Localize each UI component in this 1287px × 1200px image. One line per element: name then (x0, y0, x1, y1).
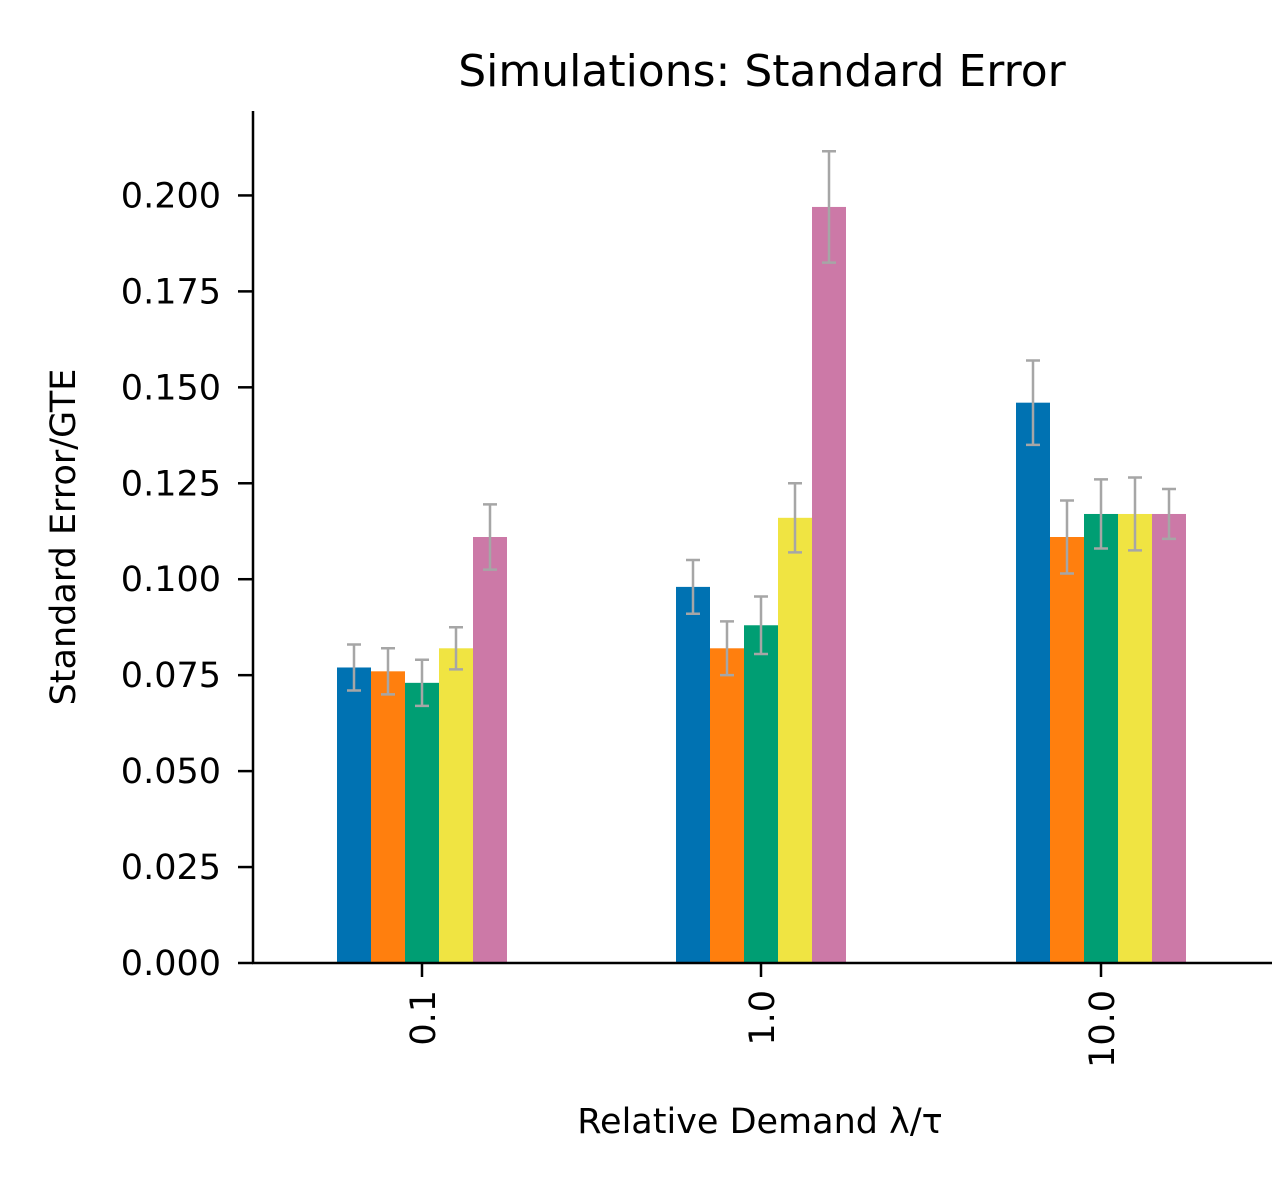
y-tick-label: 0.200 (121, 176, 221, 216)
error-bar-s0-c2 (1026, 359, 1040, 447)
error-bar-s1-c1 (720, 620, 734, 677)
error-bars-group (347, 150, 1176, 708)
bar-s0-c1 (676, 586, 710, 963)
bar-s1-c1 (710, 648, 744, 963)
error-bar-s3-c0 (449, 625, 463, 671)
error-bar-s1-c0 (381, 647, 395, 696)
bar-s4-c2 (1152, 513, 1186, 963)
bar-s3-c2 (1118, 513, 1152, 963)
error-bar-s4-c0 (483, 503, 497, 571)
error-bar-s3-c1 (788, 482, 802, 554)
x-tick-label: 0.1 (404, 990, 444, 1046)
y-tick-label: 0.000 (121, 944, 221, 984)
bar-s1-c0 (371, 671, 405, 963)
bar-s2-c2 (1084, 513, 1118, 963)
y-tick-label: 0.100 (121, 560, 221, 600)
error-bar-s2-c2 (1094, 478, 1108, 550)
x-tick-label: 1.0 (743, 990, 783, 1046)
bar-s3-c0 (439, 648, 473, 963)
y-tick-label: 0.050 (121, 752, 221, 792)
bar-s3-c1 (778, 517, 812, 963)
bar-s4-c0 (473, 537, 507, 963)
error-bar-s2-c1 (754, 595, 768, 656)
bar-s1-c2 (1050, 537, 1084, 963)
error-bar-s4-c1 (822, 150, 836, 264)
bars-group (337, 206, 1186, 964)
error-bar-s0-c1 (686, 558, 700, 616)
y-ticks-group: 0.000 0.025 0.050 0.075 0.100 0.125 0.150 0.175… (121, 176, 253, 984)
bar-s2-c1 (744, 625, 778, 963)
error-bar-s2-c0 (415, 658, 429, 708)
error-bar-s1-c2 (1060, 499, 1074, 575)
y-tick-label: 0.150 (121, 368, 221, 408)
bar-s2-c0 (405, 682, 439, 963)
bar-s4-c1 (812, 206, 846, 964)
x-tick-label: 10.0 (1083, 990, 1123, 1068)
y-tick-label: 0.175 (121, 272, 221, 312)
error-bar-s3-c2 (1128, 476, 1142, 552)
y-tick-label: 0.075 (121, 656, 221, 696)
error-bar-s4-c2 (1162, 487, 1176, 541)
x-ticks-group: 0.1 1.0 10.0 (404, 963, 1123, 1068)
bar-s0-c0 (337, 667, 371, 963)
error-bar-s0-c0 (347, 643, 361, 692)
y-axis-label: Standard Error/GTE (44, 369, 84, 706)
y-tick-label: 0.025 (121, 848, 221, 888)
bar-s0-c2 (1016, 402, 1050, 964)
chart-title: Simulations: Standard Error (458, 46, 1066, 97)
x-axis-label: Relative Demand λ/τ (577, 1102, 942, 1142)
y-tick-label: 0.125 (121, 464, 221, 504)
